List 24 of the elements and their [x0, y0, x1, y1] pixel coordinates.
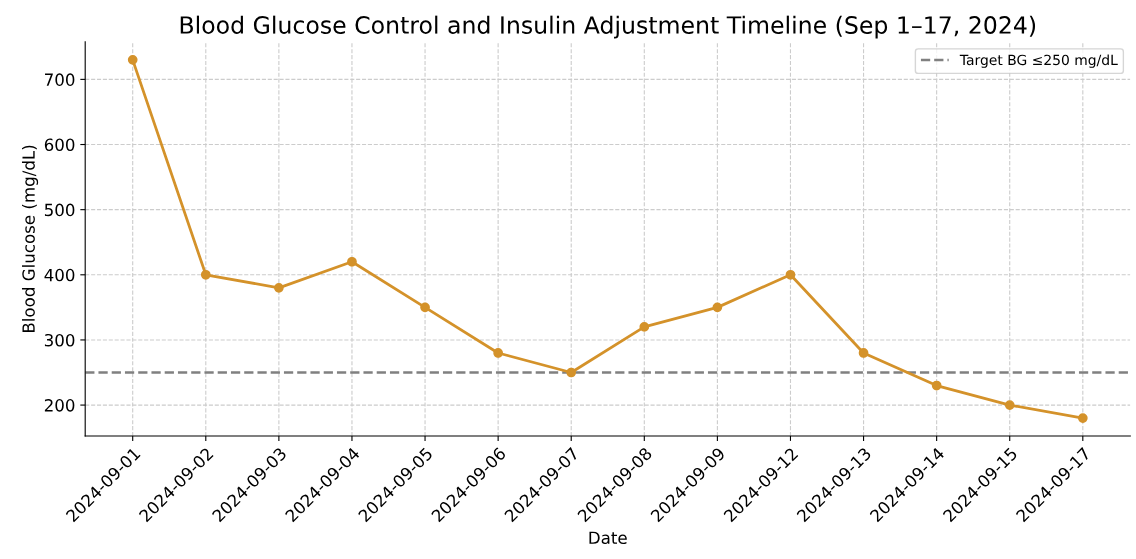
point [420, 302, 430, 313]
point [712, 302, 723, 313]
y-tick-label: 600 [44, 138, 75, 152]
point [1077, 413, 1088, 423]
y-tick-label: 400 [44, 268, 75, 282]
y-axis-title: Blood Glucose (mg/dL) [21, 145, 39, 333]
point [347, 256, 357, 267]
point [493, 348, 503, 358]
chart-title: Blood Glucose Control and Insulin Adjustment Timeline (Sep 1–17, 2024) [180, 15, 1036, 39]
point [127, 54, 138, 65]
point [639, 322, 650, 332]
point [858, 348, 869, 358]
y-tick-label: 300 [44, 333, 75, 347]
point [785, 269, 796, 280]
legend-label: Target BG ≤250 mg/dL [959, 54, 1118, 68]
point [566, 367, 577, 378]
y-tick-label: 700 [45, 73, 75, 86]
x-axis-title: Date [589, 531, 627, 545]
point [274, 282, 284, 293]
y-tick-label: 500 [44, 203, 75, 217]
point [1004, 400, 1015, 410]
point [931, 380, 942, 391]
point [200, 269, 211, 280]
y-tick-label: 200 [44, 399, 75, 412]
